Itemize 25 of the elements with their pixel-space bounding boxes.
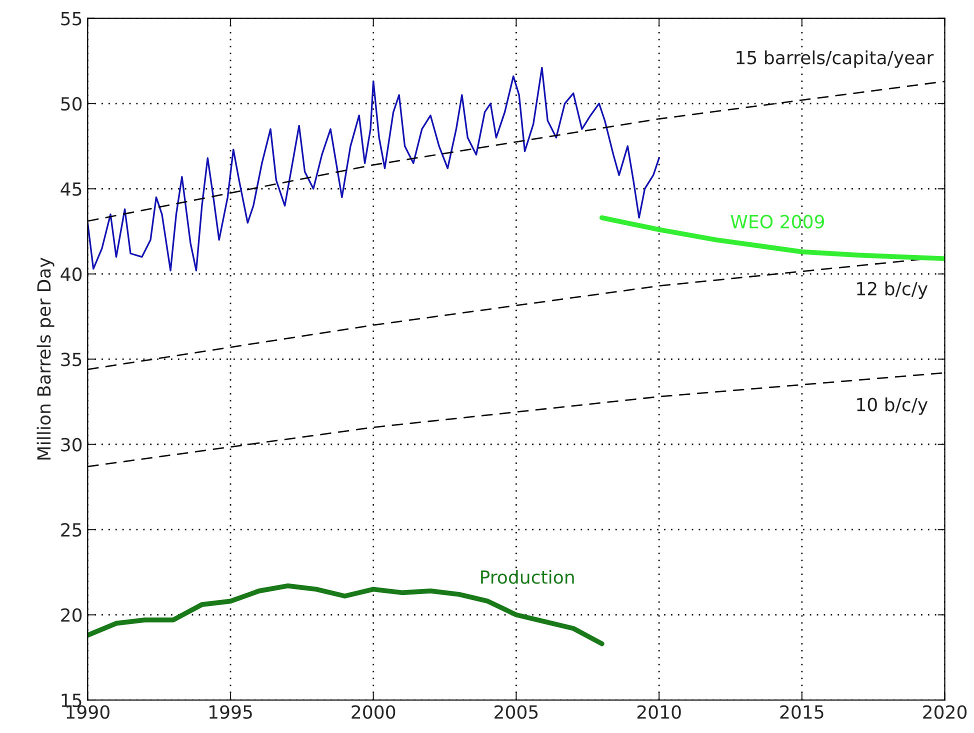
line-series [88,66,660,272]
x-tick-label: 1990 [66,705,110,719]
y-tick-label: 40 [60,267,82,282]
x-tick-label: 2010 [637,705,681,719]
y-tick-label: 50 [61,96,82,111]
x-tick-label: 2000 [352,705,396,719]
series-label: 12 b/c/y [857,282,928,299]
x-tick-label: 2005 [494,705,538,719]
series-label: Production [481,570,574,584]
y-tick-label: 35 [61,352,82,366]
series-label: 15 barrels/capita/year [736,50,934,68]
x-tick-label: 2020 [923,705,967,719]
series-label: WEO 2009 [730,214,824,228]
y-axis-title: Million Barrels per Day [36,258,54,460]
line-series [88,583,604,646]
line-series [600,215,945,262]
x-tick-label: 2015 [780,705,824,719]
y-tick-label: 30 [61,438,82,452]
y-tick-label: 25 [61,523,82,537]
y-tick-label: 15 [62,694,82,708]
y-tick-label: 20 [61,608,82,622]
x-tick-label: 1995 [210,705,252,719]
y-tick-label: 55 [61,12,82,26]
y-tick-label: 45 [60,182,82,196]
series-label: 10 b/c/y [857,397,928,415]
